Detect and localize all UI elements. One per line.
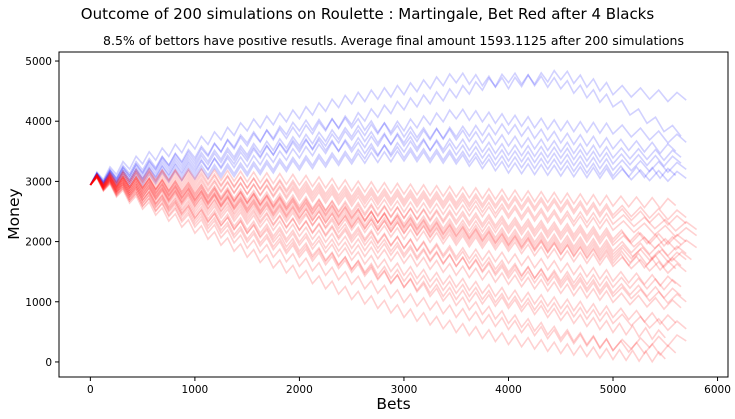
simulation-line-15 xyxy=(89,175,687,332)
simulation-line-1 xyxy=(89,69,687,186)
simulation-line-10 xyxy=(89,167,687,227)
simulation-line-31 xyxy=(89,175,666,341)
simulation-line-16 xyxy=(89,175,677,357)
x-tick-label: 6000 xyxy=(704,384,731,396)
simulation-line-27 xyxy=(89,175,682,291)
x-tick-label: 5000 xyxy=(600,384,627,396)
simulation-line-25 xyxy=(89,173,687,246)
x-tick-label: 3000 xyxy=(391,384,418,396)
simulation-line-5 xyxy=(89,137,682,186)
simulation-line-4 xyxy=(89,122,677,186)
simulation-line-14 xyxy=(89,175,682,311)
y-tick-label: 4000 xyxy=(25,116,52,128)
x-tick-label: 0 xyxy=(87,384,94,396)
y-tick-label: 5000 xyxy=(25,56,52,68)
simulation-line-22 xyxy=(89,174,687,275)
simulation-line-29 xyxy=(89,173,687,257)
simulation-line-13 xyxy=(89,174,677,288)
y-axis-ticks: 0 1000 2000 3000 4000 5000 xyxy=(25,56,59,369)
simulation-line-3 xyxy=(89,107,687,186)
x-axis-label: Bets xyxy=(376,395,411,413)
x-tick-label: 2000 xyxy=(286,384,313,396)
x-tick-label: 1000 xyxy=(182,384,209,396)
simulation-line-17 xyxy=(89,176,666,364)
y-tick-label: 1000 xyxy=(25,297,52,309)
series-group xyxy=(89,69,698,364)
simulation-line-11 xyxy=(89,174,682,248)
y-tick-label: 3000 xyxy=(25,176,52,188)
simulation-line-30 xyxy=(89,167,677,210)
simulation-line-24 xyxy=(89,175,677,326)
simulation-line-18 xyxy=(89,175,687,352)
simulation-line-34 xyxy=(89,173,677,272)
chart-title: Outcome of 200 simulations on Roulette :… xyxy=(80,5,655,23)
simulation-line-20 xyxy=(89,170,687,221)
simulation-line-23 xyxy=(89,174,682,300)
simulation-line-32 xyxy=(89,174,692,263)
simulation-line-21 xyxy=(89,174,698,251)
simulation-line-26 xyxy=(89,173,698,239)
chart-subtitle: 8.5% of bettors have posıtive resutls. A… xyxy=(103,33,684,48)
axes-frame xyxy=(58,51,729,378)
y-tick-label: 2000 xyxy=(25,237,52,249)
simulation-line-7 xyxy=(89,137,677,186)
y-tick-label: 0 xyxy=(45,357,52,369)
simulation-line-19 xyxy=(89,173,698,233)
y-axis-label: Money xyxy=(5,188,23,240)
simulation-line-28 xyxy=(89,174,687,305)
simulation-line-9 xyxy=(89,116,682,186)
x-tick-label: 4000 xyxy=(495,384,522,396)
x-axis-ticks: 0 1000 2000 3000 4000 5000 6000 xyxy=(87,377,731,396)
simulation-line-12 xyxy=(89,174,687,263)
simulation-line-2 xyxy=(89,71,682,186)
simulation-line-8 xyxy=(89,149,687,187)
simulation-line-33 xyxy=(89,174,682,269)
simulation-line-6 xyxy=(89,128,687,186)
